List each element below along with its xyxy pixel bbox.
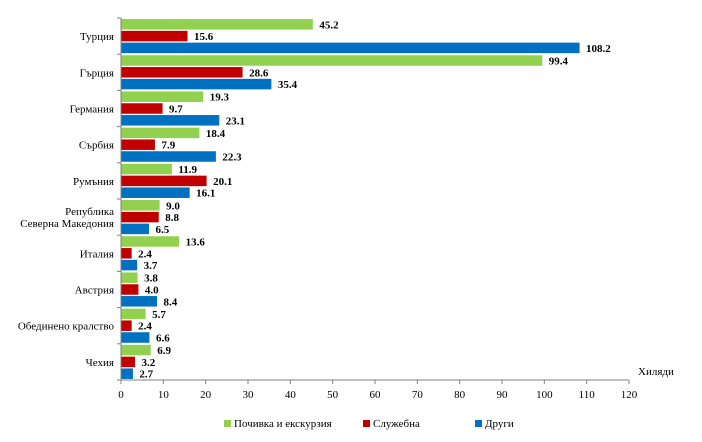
bar-3-10	[121, 368, 133, 379]
x-tick-label: 70	[412, 389, 424, 401]
category-label: Чехия	[86, 357, 114, 369]
category-label: Румъния	[73, 176, 114, 188]
bar-2-3	[121, 103, 163, 114]
bar-1-3	[121, 91, 204, 102]
legend-swatch-2	[363, 420, 370, 427]
value-label: 8.4	[164, 296, 178, 308]
bar-3-6	[121, 223, 150, 235]
x-tick-label: 110	[579, 389, 596, 401]
bar-2-2	[121, 67, 243, 78]
legend-swatch-3	[475, 420, 482, 427]
bar-3-3	[121, 115, 220, 126]
x-tick-label: 10	[158, 389, 170, 401]
value-label: 23.1	[226, 115, 245, 127]
x-tick-label: 80	[454, 389, 466, 401]
bar-3-5	[121, 187, 190, 198]
bar-1-4	[121, 127, 200, 139]
x-tick-label: 90	[497, 389, 509, 401]
x-tick-label: 60	[370, 389, 382, 401]
bar-1-2	[121, 55, 543, 66]
bar-3-8	[121, 296, 158, 307]
x-tick-label: 100	[536, 389, 553, 401]
value-labels-layer: 45.2 15.6 108.2 99.4 28.6 35.4 19.3 9.7 23.118.4…	[138, 19, 611, 380]
category-label: Северна Македония	[20, 218, 114, 230]
category-label: Обединено кралство	[18, 321, 115, 333]
value-label: 3.7	[144, 260, 158, 272]
bar-3-9	[121, 332, 150, 343]
bar-1-5	[121, 163, 172, 175]
bar-1-7	[121, 236, 180, 247]
bar-3-1	[121, 42, 580, 54]
bar-1-9	[121, 308, 146, 320]
value-label: 45.2	[319, 19, 339, 31]
bar-1-1	[121, 19, 313, 30]
value-label: 22.3	[222, 152, 242, 164]
bar-2-8	[121, 284, 139, 295]
category-label: Република	[65, 206, 114, 218]
x-tick-label: 30	[243, 389, 255, 401]
value-label: 5.7	[152, 309, 166, 321]
category-label: Гърция	[80, 67, 114, 79]
category-label: Австрия	[75, 285, 114, 297]
bar-1-8	[121, 272, 138, 283]
x-tick-label: 50	[327, 389, 339, 401]
category-label: Сърбия	[79, 140, 114, 152]
bar-2-5	[121, 175, 207, 187]
value-label: 13.6	[186, 237, 206, 249]
value-label: 6.5	[156, 224, 170, 236]
value-label: 2.7	[139, 369, 153, 381]
value-label: 19.3	[210, 92, 230, 104]
bar-2-7	[121, 248, 132, 259]
category-label: Германия	[70, 104, 114, 116]
legend-label-3: Други	[485, 418, 514, 430]
value-label: 6.6	[156, 333, 170, 345]
value-label: 99.4	[549, 56, 569, 68]
value-label: 9.7	[169, 104, 183, 116]
category-label: Италия	[80, 248, 114, 260]
value-label: 108.2	[586, 43, 611, 55]
bar-3-7	[121, 259, 138, 271]
bar-3-4	[121, 151, 216, 162]
bar-3-2	[121, 78, 272, 90]
value-label: 35.4	[278, 79, 298, 91]
value-label: 20.1	[213, 176, 232, 188]
value-label: 3.2	[142, 357, 156, 369]
legend: Почивка и екскурзия Служебна Други	[224, 418, 514, 430]
value-label: 28.6	[249, 67, 269, 79]
bar-1-6	[121, 200, 160, 211]
x-axis-unit-label: Хиляди	[638, 366, 674, 378]
value-label: 16.1	[196, 188, 215, 200]
value-label: 15.6	[194, 31, 214, 43]
value-label: 3.8	[144, 273, 158, 285]
value-label: 8.8	[165, 212, 179, 224]
value-label: 6.9	[157, 345, 171, 357]
bar-2-1	[121, 30, 188, 42]
value-label: 9.0	[166, 200, 180, 212]
value-label: 11.9	[178, 164, 197, 176]
legend-swatch-1	[224, 420, 231, 427]
legend-label-2: Служебна	[373, 418, 420, 430]
x-tick-label: 20	[200, 389, 212, 401]
value-label: 2.4	[138, 321, 152, 333]
value-label: 4.0	[145, 285, 159, 297]
bar-2-10	[121, 356, 136, 368]
value-label: 18.4	[206, 128, 226, 140]
bar-2-4	[121, 139, 155, 150]
bar-1-10	[121, 344, 151, 356]
category-label: Турция	[80, 31, 114, 43]
bars-layer	[121, 19, 580, 379]
value-label: 2.4	[138, 248, 152, 260]
x-tick-label: 120	[621, 389, 638, 401]
x-tick-label: 40	[285, 389, 297, 401]
x-tick-label: 0	[118, 389, 124, 401]
axes-layer: Турция Гърция Германия Сърбия Румъния Републи…	[18, 17, 638, 401]
legend-label-1: Почивка и екскурзия	[234, 418, 332, 430]
bar-2-6	[121, 211, 159, 223]
bar-2-9	[121, 320, 132, 331]
value-label: 7.9	[161, 140, 175, 152]
